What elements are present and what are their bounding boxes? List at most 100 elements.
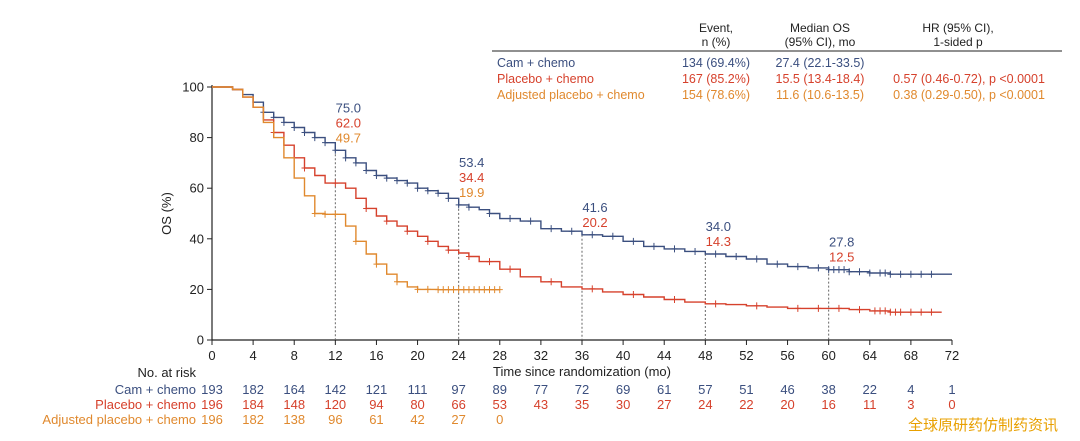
censor-mark-cam <box>394 177 400 185</box>
risk-table-title: No. at risk <box>137 365 196 380</box>
landmark-label-cam: 27.8 <box>829 235 854 250</box>
risk-value-placebo: 35 <box>575 397 589 412</box>
y-tick-label: 40 <box>190 231 204 246</box>
risk-value-cam: 121 <box>366 382 388 397</box>
censor-mark-cam <box>352 159 359 167</box>
x-tick-label: 52 <box>739 348 753 363</box>
censor-mark-cam <box>907 270 914 278</box>
censor-mark-placebo <box>887 308 894 316</box>
censor-mark-placebo <box>712 300 719 308</box>
risk-value-placebo: 148 <box>283 397 305 412</box>
risk-value-placebo: 66 <box>451 397 465 412</box>
censor-mark-adjusted <box>311 210 318 217</box>
censor-mark-cam <box>712 250 719 258</box>
censor-mark-placebo <box>753 302 760 310</box>
censor-mark-adjusted <box>460 286 467 294</box>
censor-mark-placebo <box>332 179 339 187</box>
risk-value-cam: 69 <box>616 382 630 397</box>
censor-mark-adjusted <box>394 278 400 286</box>
censor-mark-cam <box>548 225 555 233</box>
risk-value-cam: 142 <box>324 382 346 397</box>
summary-arm-cam: Cam + chemo <box>497 56 575 70</box>
risk-value-placebo: 80 <box>410 397 424 412</box>
risk-value-placebo: 30 <box>616 397 630 412</box>
landmark-label-cam: 41.6 <box>582 200 607 215</box>
censor-mark-cam <box>589 231 596 239</box>
summary-arm-placebo: Placebo + chemo <box>497 72 594 86</box>
censor-mark-cam <box>404 179 411 187</box>
x-tick-label: 4 <box>249 348 256 363</box>
landmark-guides <box>334 150 830 340</box>
risk-value-cam: 193 <box>201 382 223 397</box>
risk-value-placebo: 53 <box>493 397 507 412</box>
risk-value-cam: 97 <box>451 382 465 397</box>
censor-mark-placebo <box>445 246 452 254</box>
censor-mark-placebo <box>928 308 935 316</box>
censor-mark-placebo <box>794 304 801 312</box>
censor-mark-adjusted <box>481 286 488 294</box>
x-tick-label: 72 <box>945 348 959 363</box>
censor-mark-adjusted <box>424 285 431 293</box>
risk-value-adjusted: 138 <box>283 412 305 427</box>
risk-row-label-cam: Cam + chemo <box>115 382 196 397</box>
x-tick-label: 24 <box>451 348 465 363</box>
censor-mark-adjusted <box>491 286 498 294</box>
censor-mark-cam <box>774 260 781 268</box>
risk-value-cam: 38 <box>821 382 835 397</box>
censor-mark-placebo <box>363 204 370 212</box>
risk-value-adjusted: 27 <box>451 412 465 427</box>
survival-curves <box>212 86 952 316</box>
x-tick-label: 28 <box>493 348 507 363</box>
censor-mark-placebo <box>383 217 390 225</box>
risk-value-cam: 182 <box>242 382 264 397</box>
risk-value-cam: 77 <box>534 382 548 397</box>
y-tick-label: 60 <box>190 181 204 196</box>
summary-median-placebo: 15.5 (13.4-18.4) <box>776 72 865 86</box>
censor-mark-cam <box>311 134 318 142</box>
censor-mark-cam <box>753 255 760 263</box>
risk-value-adjusted: 42 <box>410 412 424 427</box>
censor-mark-adjusted <box>496 286 503 294</box>
censor-mark-cam <box>373 172 380 180</box>
censor-mark-cam <box>527 217 534 225</box>
censor-mark-cam <box>856 268 863 276</box>
censor-mark-cam <box>291 123 298 131</box>
censor-mark-placebo <box>486 258 493 266</box>
risk-value-cam: 1 <box>948 382 955 397</box>
risk-value-placebo: 196 <box>201 397 223 412</box>
risk-value-placebo: 16 <box>821 397 835 412</box>
censor-mark-cam <box>445 194 452 202</box>
risk-value-cam: 164 <box>283 382 305 397</box>
censor-mark-cam <box>815 264 822 272</box>
censor-mark-placebo <box>424 237 431 245</box>
censor-mark-cam <box>650 242 657 250</box>
header-median-line2: (95% CI), mo <box>785 35 856 49</box>
x-tick-label: 64 <box>863 348 877 363</box>
risk-value-placebo: 94 <box>369 397 383 412</box>
censor-mark-cam <box>897 270 904 278</box>
censor-mark-placebo <box>465 253 472 261</box>
censor-mark-cam <box>846 268 853 276</box>
censor-mark-adjusted <box>471 286 478 294</box>
risk-value-cam: 51 <box>739 382 753 397</box>
x-tick-label: 16 <box>369 348 383 363</box>
risk-value-cam: 22 <box>863 382 877 397</box>
summary-table: Cam + chemo 134 (69.4%) 27.4 (22.1-33.5) Pl… <box>497 56 1045 102</box>
risk-value-cam: 61 <box>657 382 671 397</box>
x-tick-label: 40 <box>616 348 630 363</box>
risk-value-cam: 111 <box>408 382 428 397</box>
censor-mark-placebo <box>907 308 914 316</box>
x-axis-title: Time since randomization (mo) <box>493 364 671 379</box>
censor-mark-cam <box>630 237 637 245</box>
censor-mark-adjusted <box>465 286 472 294</box>
risk-row-label-adjusted: Adjusted placebo + chemo <box>42 412 196 427</box>
censor-mark-cam <box>455 201 462 209</box>
censor-mark-cam <box>465 203 472 211</box>
censor-mark-adjusted <box>322 210 329 218</box>
censor-mark-placebo <box>404 227 411 235</box>
x-tick-label: 44 <box>657 348 671 363</box>
censor-mark-cam <box>435 189 442 197</box>
header-event-line1: Event, <box>699 21 733 35</box>
